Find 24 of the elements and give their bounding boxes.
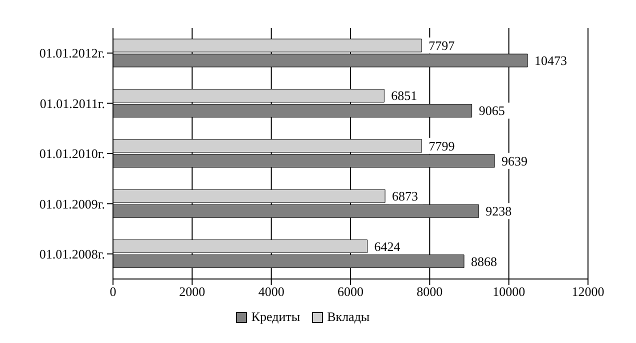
data-label: 9639 <box>502 153 528 168</box>
x-tick-label: 4000 <box>258 284 284 300</box>
data-label: 7799 <box>428 138 455 154</box>
x-tick-label: 2000 <box>179 284 206 300</box>
legend-label: Кредиты <box>250 309 300 325</box>
x-tick-label: 8000 <box>416 284 443 300</box>
data-label: 6873 <box>392 188 418 204</box>
data-label: 9238 <box>486 204 512 219</box>
data-label: 9065 <box>478 103 505 118</box>
data-label: 8868 <box>471 254 498 269</box>
x-tick-label: 6000 <box>338 284 364 300</box>
y-tick-label: 01.01.2008г. <box>39 246 105 262</box>
x-tick-label: 10000 <box>492 284 526 300</box>
data-label: 7797 <box>428 38 456 53</box>
data-label: 6424 <box>374 238 401 254</box>
data-label: 6851 <box>391 88 418 104</box>
y-tick-label: 01.01.2010г. <box>39 146 105 162</box>
y-tick-label: 01.01.2011г. <box>40 96 105 111</box>
data-label: 10473 <box>534 53 568 68</box>
legend-label: Вклады <box>326 309 370 325</box>
y-tick-label: 01.01.2012г. <box>39 46 105 61</box>
x-tick-label: 0 <box>110 284 116 300</box>
y-tick-label: 01.01.2009г. <box>39 196 105 212</box>
x-tick-label: 12000 <box>572 284 604 300</box>
